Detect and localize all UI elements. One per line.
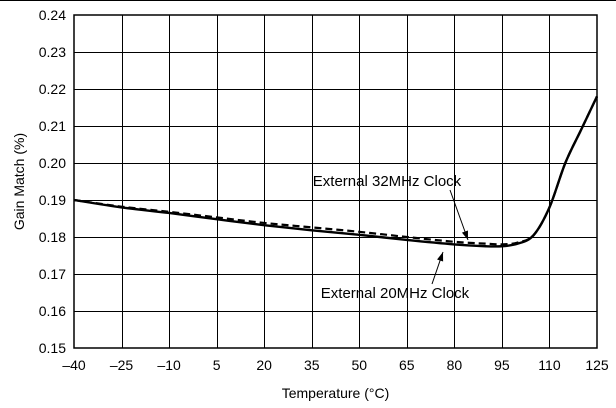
series-lines bbox=[73, 95, 599, 248]
y-tick-label: 0.21 bbox=[39, 118, 66, 134]
y-tick-label: 0.24 bbox=[39, 7, 66, 23]
series-line-32mhz bbox=[73, 95, 598, 246]
y-axis-label: Gain Match (%) bbox=[11, 133, 27, 230]
y-tick-labels: 0.15 0.16 0.17 0.18 0.19 0.20 0.21 0.22 0.23 0.24 bbox=[39, 7, 66, 356]
x-tick-label: 5 bbox=[213, 357, 221, 373]
x-tick-label: 110 bbox=[538, 357, 561, 373]
y-tick-label: 0.18 bbox=[39, 229, 66, 245]
y-tick-label: 0.23 bbox=[39, 44, 66, 60]
y-tick-label: 0.15 bbox=[39, 340, 66, 356]
y-tick-label: 0.19 bbox=[39, 192, 66, 208]
grid bbox=[74, 15, 597, 348]
series-line-20mhz bbox=[73, 95, 599, 248]
y-tick-label: 0.22 bbox=[39, 81, 66, 97]
annotation-32mhz-label: External 32MHz Clock bbox=[313, 173, 462, 190]
x-tick-label: 95 bbox=[494, 357, 510, 373]
y-tick-label: 0.17 bbox=[39, 266, 66, 282]
x-tick-label: –25 bbox=[110, 357, 134, 373]
x-tick-label: 125 bbox=[585, 357, 609, 373]
annotations: External 32MHz Clock External 20MHz Cloc… bbox=[313, 173, 470, 302]
x-tick-label: 80 bbox=[447, 357, 463, 373]
x-tick-label: 65 bbox=[399, 357, 415, 373]
annotation-20mhz-arrowhead bbox=[437, 252, 444, 262]
x-tick-label: 50 bbox=[351, 357, 367, 373]
x-tick-labels: –40 –25 –10 5 20 35 50 65 80 95 110 125 bbox=[62, 357, 609, 373]
y-tick-label: 0.20 bbox=[39, 155, 66, 171]
x-tick-label: –40 bbox=[62, 357, 86, 373]
x-tick-label: 35 bbox=[304, 357, 320, 373]
y-tick-label: 0.16 bbox=[39, 303, 66, 319]
annotation-20mhz-label: External 20MHz Clock bbox=[321, 285, 470, 302]
plot-border bbox=[73, 14, 598, 349]
x-tick-label: –10 bbox=[157, 357, 181, 373]
annotation-32mhz-arrowhead bbox=[461, 230, 468, 240]
x-axis-label: Temperature (°C) bbox=[282, 385, 390, 401]
x-tick-label: 20 bbox=[256, 357, 272, 373]
